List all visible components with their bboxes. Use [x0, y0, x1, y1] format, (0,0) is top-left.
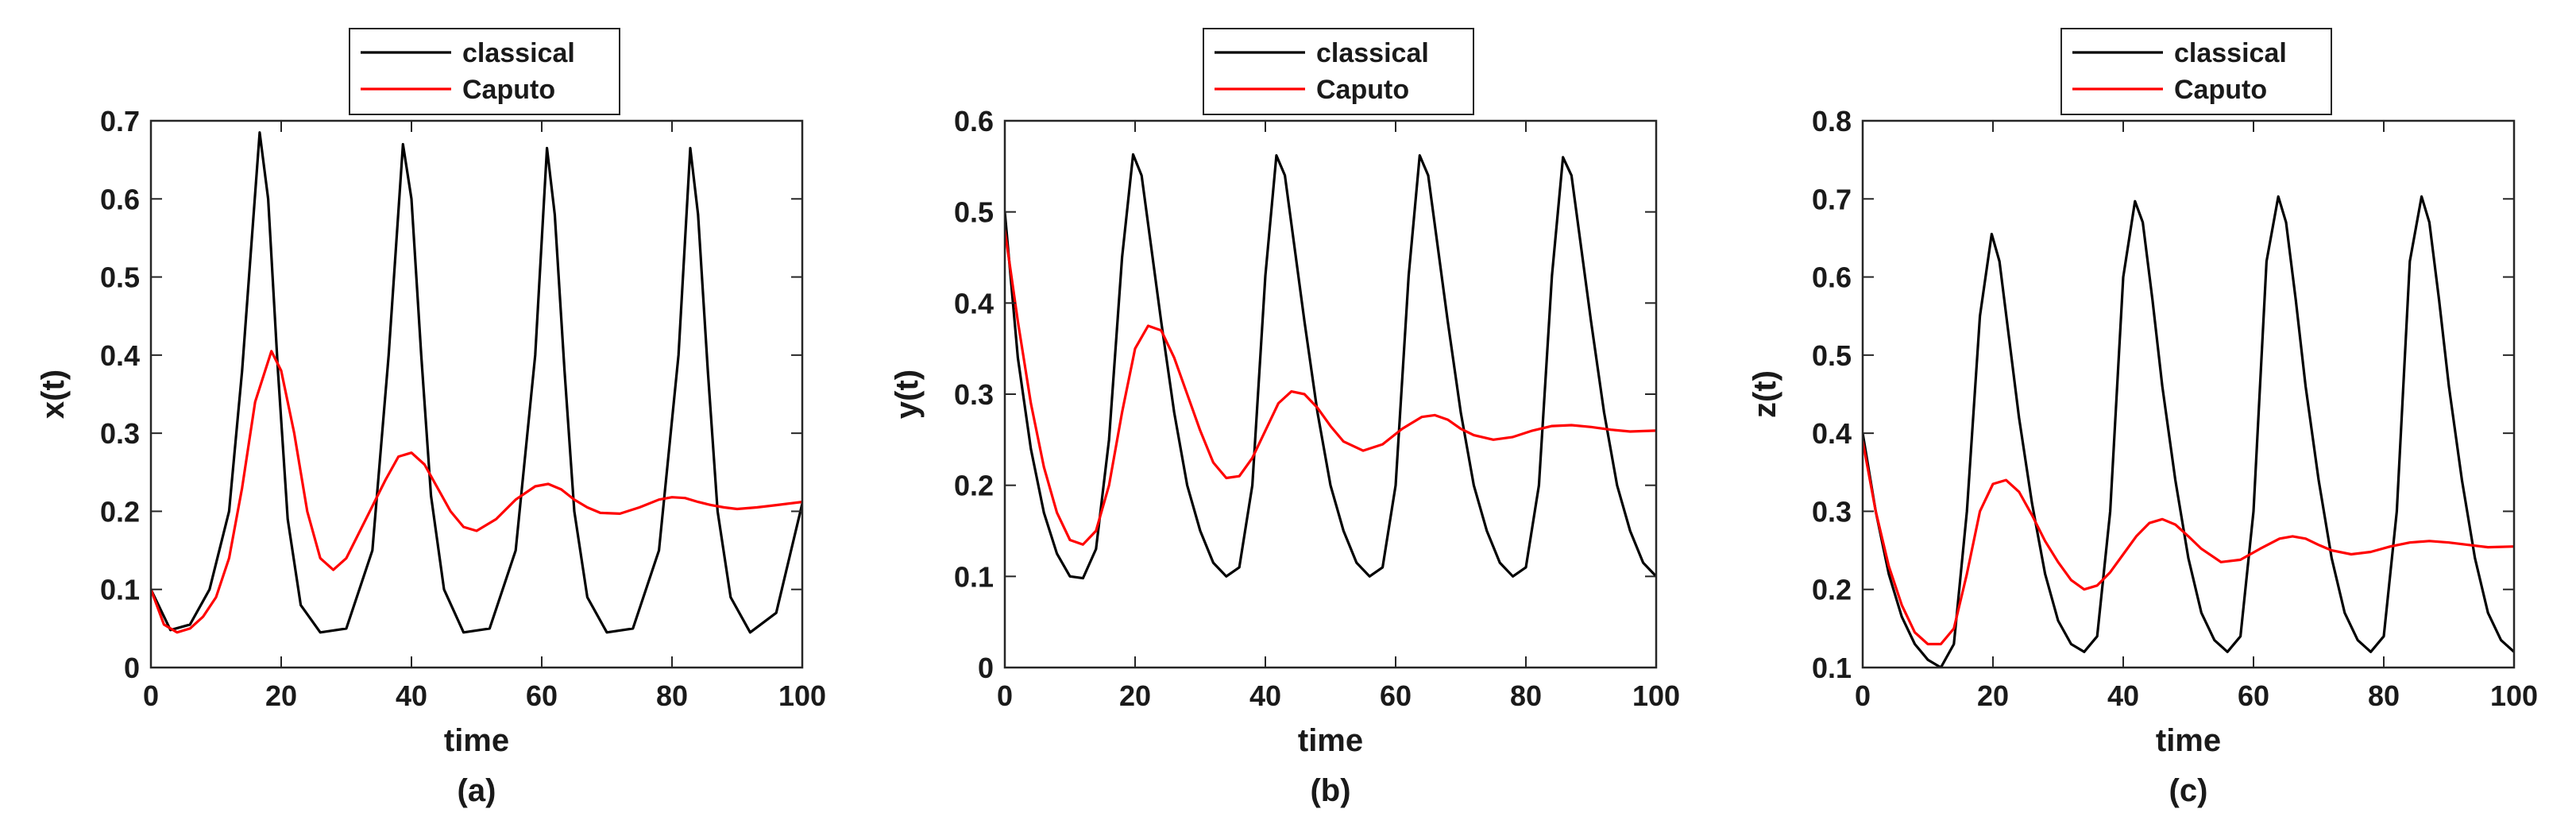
x-tick-label: 100 — [2490, 679, 2538, 712]
panel-caption: (c) — [2169, 773, 2208, 808]
y-tick-label: 0.3 — [100, 417, 140, 450]
y-tick-label: 0.1 — [1812, 652, 1852, 684]
y-tick-label: 0.2 — [1812, 574, 1852, 606]
legend: classical Caputo — [1203, 28, 1474, 115]
plot-frame — [1861, 119, 2516, 669]
y-tick-label: 0.8 — [1812, 105, 1852, 137]
y-axis-label: x(t) — [36, 370, 71, 419]
y-tick-label: 0.4 — [100, 339, 140, 372]
legend-box — [2060, 28, 2332, 115]
chart-panel-3: 0 20 40 60 80 100 0.1 0.2 0.3 0.4 0.5 0.6 0.7 0.8 time… — [1748, 28, 2538, 808]
legend: classical Caputo — [349, 28, 620, 115]
y-tick-label: 0.6 — [100, 183, 140, 215]
x-tick-label: 80 — [2368, 679, 2400, 712]
legend-label-caputo: Caputo — [2174, 75, 2267, 105]
y-tick-label: 0.3 — [1812, 495, 1852, 528]
x-tick-label: 60 — [1380, 679, 1412, 712]
legend-label-classical: classical — [2174, 38, 2287, 68]
legend-label-caputo: Caputo — [1316, 75, 1409, 105]
y-tick-label: 0.5 — [100, 261, 140, 294]
y-tick-label: 0.4 — [954, 287, 994, 319]
x-tick-label: 0 — [997, 679, 1013, 712]
x-tick-label: 40 — [1249, 679, 1281, 712]
y-tick-label: 0.4 — [1812, 417, 1852, 450]
legend-label-classical: classical — [462, 38, 575, 68]
y-tick-label: 0.6 — [1812, 261, 1852, 294]
x-tick-label: 80 — [656, 679, 688, 712]
x-tick-label: 0 — [143, 679, 159, 712]
chart-panel-2: 0 20 40 60 80 100 0 0.1 0.2 0.3 0.4 0.5 0.6 time y(t) (… — [890, 28, 1680, 808]
y-tick-label: 0.5 — [954, 196, 994, 229]
legend-label-classical: classical — [1316, 38, 1429, 68]
x-axis-label: time — [1298, 723, 1363, 758]
series-line-caputo — [151, 350, 802, 634]
x-axis-label: time — [2156, 723, 2221, 758]
legend: classical Caputo — [2060, 28, 2332, 115]
series-line-classical — [1863, 195, 2514, 668]
x-tick-label: 80 — [1510, 679, 1542, 712]
x-tick-label: 20 — [265, 679, 297, 712]
y-tick-label: 0.1 — [954, 560, 994, 593]
x-tick-label: 40 — [2107, 679, 2139, 712]
x-tick-label: 100 — [778, 679, 826, 712]
x-tick-label: 20 — [1119, 679, 1151, 712]
series-line-classical — [1005, 153, 1656, 580]
x-tick-label: 60 — [2238, 679, 2269, 712]
y-tick-label: 0.5 — [1812, 339, 1852, 372]
legend-box — [349, 28, 620, 115]
plot-frame — [149, 119, 804, 669]
y-tick-label: 0.6 — [954, 105, 994, 137]
panel-caption: (a) — [458, 773, 496, 808]
legend-label-caputo: Caputo — [462, 75, 555, 105]
x-tick-label: 40 — [396, 679, 427, 712]
series-line-caputo — [1863, 439, 2514, 646]
x-tick-label: 0 — [1855, 679, 1871, 712]
series-line-caputo — [1005, 229, 1656, 546]
y-tick-label: 0 — [978, 652, 994, 684]
x-tick-label: 20 — [1977, 679, 2009, 712]
y-tick-label: 0.2 — [100, 495, 140, 528]
y-tick-label: 0.1 — [100, 574, 140, 606]
legend-box — [1203, 28, 1474, 115]
chart-panel-1: 0 20 40 60 80 100 0 0.1 0.2 0.3 0.4 0.5 0.6 0.7 time x(… — [36, 28, 826, 808]
x-tick-label: 100 — [1632, 679, 1680, 712]
x-tick-label: 60 — [526, 679, 558, 712]
series-line-classical — [151, 131, 802, 634]
y-axis-label: y(t) — [890, 370, 925, 419]
panel-caption: (b) — [1310, 773, 1350, 808]
y-tick-label: 0.2 — [954, 470, 994, 502]
y-tick-label: 0.7 — [1812, 183, 1852, 215]
y-axis-label: z(t) — [1748, 370, 1782, 418]
y-tick-label: 0 — [124, 652, 140, 684]
y-tick-label: 0.7 — [100, 105, 140, 137]
y-tick-label: 0.3 — [954, 378, 994, 411]
x-axis-label: time — [444, 723, 509, 758]
